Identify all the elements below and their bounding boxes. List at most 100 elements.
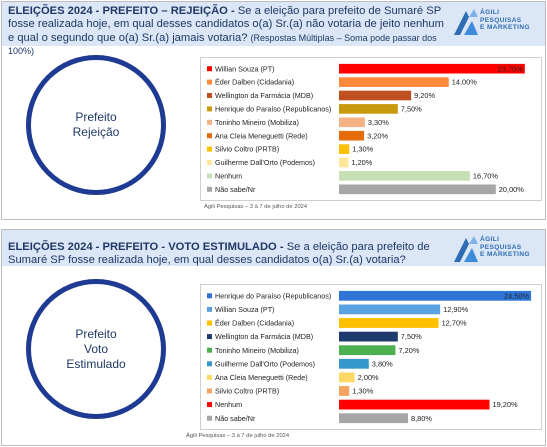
data-label: 2,00% [358, 373, 379, 382]
data-label: 19,20% [493, 400, 518, 409]
rejeicao-header: ELEIÇÕES 2024 - PREFEITO – REJEIÇÃO - Se… [2, 2, 545, 56]
legend-label: Silvio Coltro (PRTB) [215, 145, 279, 154]
bar [339, 63, 525, 74]
legend-swatch [207, 186, 212, 192]
data-label: 14,00% [452, 78, 477, 87]
legend-label: Não sabe/Nr [215, 185, 256, 194]
legend-swatch [207, 402, 212, 408]
bar [339, 104, 398, 114]
legend-label: Nenhum [215, 400, 242, 409]
data-label: 3,80% [372, 359, 393, 368]
rejeicao-title: ELEIÇÕES 2024 - PREFEITO – REJEIÇÃO - [8, 5, 235, 17]
legend-swatch [207, 106, 212, 112]
legend-label: Toninho Mineiro (Mobiliza) [215, 346, 299, 355]
legend-swatch [207, 347, 212, 353]
legend-swatch [207, 293, 212, 299]
legend-swatch [207, 334, 212, 340]
bar [339, 345, 396, 356]
estimulado-circle-label: Prefeito Voto Estimulado [66, 326, 126, 371]
rejeicao-note: (Respostas Múltiplas – Soma pode passar … [8, 32, 437, 57]
rejeicao-source: Ágili Pesquisas – 3 à 7 de julho de 2024 [204, 204, 308, 210]
bar [339, 130, 365, 141]
legend-swatch [207, 374, 212, 380]
rejeicao-circle: Prefeito Rejeição [26, 55, 166, 195]
bar [339, 304, 441, 315]
data-label: 1,20% [351, 158, 372, 167]
bar [339, 386, 350, 396]
rejeicao-chart-box: Willian Souza (PT) 23,70% Éder Dalben (Cid… [200, 57, 542, 201]
bar [339, 413, 408, 424]
estimulado-header: ELEIÇÕES 2024 - PREFEITO - VOTO ESTIMULA… [2, 230, 545, 266]
bar [339, 77, 449, 87]
estimulado-question-text: Se a eleição para prefeito de Sumaré SP … [8, 241, 430, 267]
logo-sub2-2: E MARKETING [480, 251, 530, 258]
logo-name: ÁGILI [480, 9, 500, 16]
bar [339, 184, 496, 195]
logo-sub1: PESQUISAS [480, 16, 522, 24]
legend-label: Ana Cleia Meneguetti (Rede) [215, 131, 308, 140]
legend-swatch [207, 93, 212, 98]
bar [339, 290, 532, 301]
bar [339, 171, 470, 181]
data-label: 3,30% [368, 118, 389, 127]
bar [339, 117, 365, 128]
legend-label: Não sabe/Nr [215, 414, 256, 423]
legend-label: Silvio Coltro (PRTB) [215, 387, 279, 396]
agili-logo-2: ÁGILI PESQUISAS E MARKETING [452, 234, 532, 266]
legend-swatch [207, 361, 212, 367]
legend-swatch [207, 66, 212, 72]
estimulado-source: Ágili Pesquisas – 3 à 7 de julho de 2024 [186, 433, 290, 439]
estimulado-chart: Henrique do Paraíso (Republicanos) 24,50%… [207, 290, 532, 424]
data-label: 8,80% [411, 414, 432, 423]
estimulado-chart-box: Henrique do Paraíso (Republicanos) 24,50%… [200, 284, 542, 430]
legend-label: Ana Cleia Meneguetti (Rede) [215, 373, 308, 382]
legend-label: Guilherme Dall'Orto (Podemos) [215, 359, 315, 368]
data-label: 20,00% [499, 185, 524, 194]
bar [339, 399, 490, 410]
legend-label: Toninho Mineiro (Mobiliza) [215, 118, 299, 127]
data-label: 1,30% [352, 387, 373, 396]
legend-swatch [207, 79, 212, 85]
bar [339, 331, 398, 342]
estimulado-question: ELEIÇÕES 2024 - PREFEITO - VOTO ESTIMULA… [8, 241, 448, 268]
logo-sub1-2: PESQUISAS [480, 243, 522, 251]
agili-logo: ÁGILI PESQUISAS E MARKETING [452, 7, 532, 39]
estimulado-circle: Prefeito Voto Estimulado [26, 279, 166, 419]
logo-name-2: ÁGILI [480, 236, 500, 243]
data-label: 16,70% [473, 172, 498, 181]
data-label: 1,30% [352, 145, 373, 154]
agili-logo-icon [454, 9, 478, 35]
legend-label: Nenhum [215, 172, 242, 181]
data-label: 12,90% [443, 305, 468, 314]
rejeicao-panel: ELEIÇÕES 2024 - PREFEITO – REJEIÇÃO - Se… [1, 1, 546, 220]
legend-swatch [207, 320, 212, 326]
bar [339, 90, 412, 101]
legend-swatch [207, 173, 212, 179]
rejeicao-chart: Willian Souza (PT) 23,70% Éder Dalben (Cid… [207, 63, 525, 195]
legend-label: Guilherme Dall'Orto (Podemos) [215, 158, 315, 167]
rejeicao-question: ELEIÇÕES 2024 - PREFEITO – REJEIÇÃO - Se… [8, 5, 448, 59]
estimulado-title: ELEIÇÕES 2024 - PREFEITO - VOTO ESTIMULA… [8, 241, 284, 253]
estimulado-panel: ELEIÇÕES 2024 - PREFEITO - VOTO ESTIMULA… [1, 229, 546, 446]
rejeicao-question-text: Se a eleição para prefeito de Sumaré SP … [8, 5, 444, 44]
legend-swatch [207, 133, 212, 139]
legend-label: Henrique do Paraíso (Republicanos) [215, 105, 331, 114]
bar [339, 372, 355, 383]
data-label: 7,50% [401, 332, 422, 341]
agili-logo-icon-2 [454, 236, 478, 262]
data-label: 23,70% [498, 64, 523, 73]
rejeicao-circle-label: Prefeito Rejeição [72, 110, 120, 139]
legend-label: Wellington da Farmácia (MDB) [215, 332, 313, 341]
logo-sub2: E MARKETING [480, 24, 530, 31]
bar [339, 358, 369, 369]
legend-label: Willian Souza (PT) [215, 64, 275, 73]
legend-label: Henrique do Paraíso (Republicanos) [215, 291, 331, 300]
bar [339, 144, 350, 154]
legend-swatch [207, 160, 212, 165]
bar [339, 318, 439, 328]
legend-label: Willian Souza (PT) [215, 305, 275, 314]
data-label: 24,50% [504, 291, 529, 300]
bar [339, 157, 349, 168]
legend-swatch [207, 146, 212, 152]
data-label: 7,50% [401, 105, 422, 114]
